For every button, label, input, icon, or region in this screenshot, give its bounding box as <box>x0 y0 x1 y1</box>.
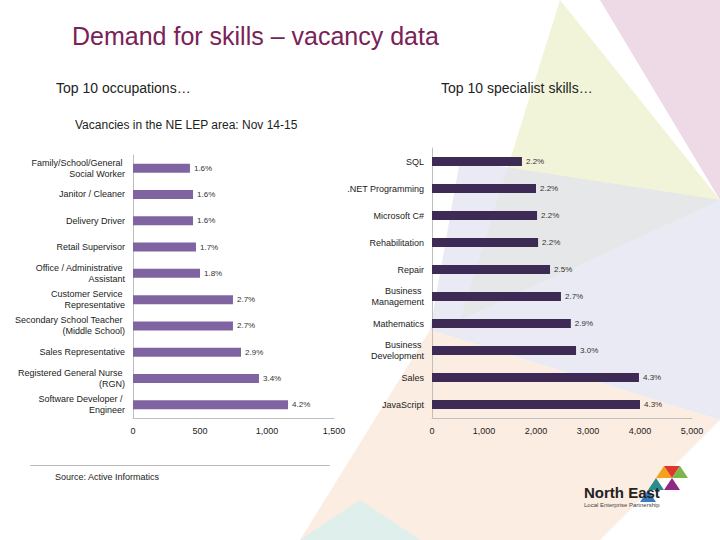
svg-text:Development: Development <box>371 351 425 361</box>
svg-text:Registered General Nurse: Registered General Nurse <box>18 368 125 378</box>
svg-text:1.7%: 1.7% <box>200 243 218 252</box>
svg-text:1.6%: 1.6% <box>197 216 215 225</box>
html-text:Local Enterprise Partnership: Local Enterprise Partnership <box>584 502 660 508</box>
svg-text:1.6%: 1.6% <box>197 190 215 199</box>
svg-text:2.9%: 2.9% <box>245 348 263 357</box>
svg-text:2.2%: 2.2% <box>542 238 560 247</box>
svg-text:.NET Programming: .NET Programming <box>347 184 424 194</box>
svg-text:Retail Supervisor: Retail Supervisor <box>56 242 125 252</box>
html-text:Demand for skills – vacancy da: Demand for skills – vacancy data <box>72 22 439 50</box>
svg-text:1.8%: 1.8% <box>204 269 222 278</box>
svg-text:Sales: Sales <box>401 373 424 383</box>
svg-text:2.7%: 2.7% <box>237 321 255 330</box>
svg-text:5,000: 5,000 <box>681 426 704 436</box>
svg-text:2.7%: 2.7% <box>237 295 255 304</box>
svg-text:Delivery Driver: Delivery Driver <box>66 216 125 226</box>
svg-text:1,000: 1,000 <box>256 426 279 436</box>
svg-text:2.2%: 2.2% <box>540 184 558 193</box>
svg-text:Sales Representative: Sales Representative <box>39 347 125 357</box>
svg-text:3.0%: 3.0% <box>580 346 598 355</box>
html-text:North East: North East <box>584 484 660 501</box>
svg-text:Engineer: Engineer <box>89 405 125 415</box>
svg-text:Business: Business <box>385 286 424 296</box>
svg-text:Assistant: Assistant <box>88 274 125 284</box>
svg-text:4.3%: 4.3% <box>643 373 661 382</box>
svg-text:(RGN): (RGN) <box>99 379 125 389</box>
svg-text:Customer Service: Customer Service <box>51 289 125 299</box>
svg-text:2.5%: 2.5% <box>554 265 572 274</box>
svg-text:SQL: SQL <box>406 157 424 167</box>
svg-text:Secondary School Teacher: Secondary School Teacher <box>15 315 125 325</box>
svg-text:Representative: Representative <box>64 300 125 310</box>
svg-text:Office / Administrative: Office / Administrative <box>36 263 125 273</box>
svg-text:0: 0 <box>429 426 434 436</box>
svg-text:Social Worker: Social Worker <box>69 169 125 179</box>
svg-text:Repair: Repair <box>397 265 424 275</box>
svg-text:2.2%: 2.2% <box>541 211 559 220</box>
svg-text:4,000: 4,000 <box>629 426 652 436</box>
svg-text:2.7%: 2.7% <box>565 292 583 301</box>
svg-text:Rehabilitation: Rehabilitation <box>369 238 424 248</box>
svg-text:Software Developer /: Software Developer / <box>38 394 125 404</box>
svg-text:3.4%: 3.4% <box>263 374 281 383</box>
svg-text:Janitor / Cleaner: Janitor / Cleaner <box>59 189 125 199</box>
svg-text:Management: Management <box>371 297 424 307</box>
svg-text:Business: Business <box>385 340 424 350</box>
svg-text:1.6%: 1.6% <box>194 164 212 173</box>
svg-text:3,000: 3,000 <box>577 426 600 436</box>
svg-text:Mathematics: Mathematics <box>373 319 425 329</box>
svg-text:JavaScript: JavaScript <box>382 400 425 410</box>
html-text:Top 10 specialist skills…: Top 10 specialist skills… <box>441 80 593 96</box>
svg-text:(Middle School): (Middle School) <box>62 326 125 336</box>
svg-text:Microsoft C#: Microsoft C# <box>373 211 424 221</box>
svg-text:4.3%: 4.3% <box>644 400 662 409</box>
svg-text:2,000: 2,000 <box>525 426 548 436</box>
svg-text:1,500: 1,500 <box>323 426 346 436</box>
svg-text:4.2%: 4.2% <box>292 400 310 409</box>
svg-text:Family/School/General: Family/School/General <box>31 158 125 168</box>
html-text:Top 10 occupations…: Top 10 occupations… <box>56 80 191 96</box>
svg-text:0: 0 <box>130 426 135 436</box>
svg-text:2.2%: 2.2% <box>526 157 544 166</box>
html-text:Vacancies in the NE LEP area:: Vacancies in the NE LEP area: Nov 14-15 <box>75 118 298 132</box>
svg-text:1,000: 1,000 <box>473 426 496 436</box>
svg-text:500: 500 <box>192 426 207 436</box>
html-text:Source: Active Informatics: Source: Active Informatics <box>55 472 159 482</box>
svg-text:2.9%: 2.9% <box>575 319 593 328</box>
